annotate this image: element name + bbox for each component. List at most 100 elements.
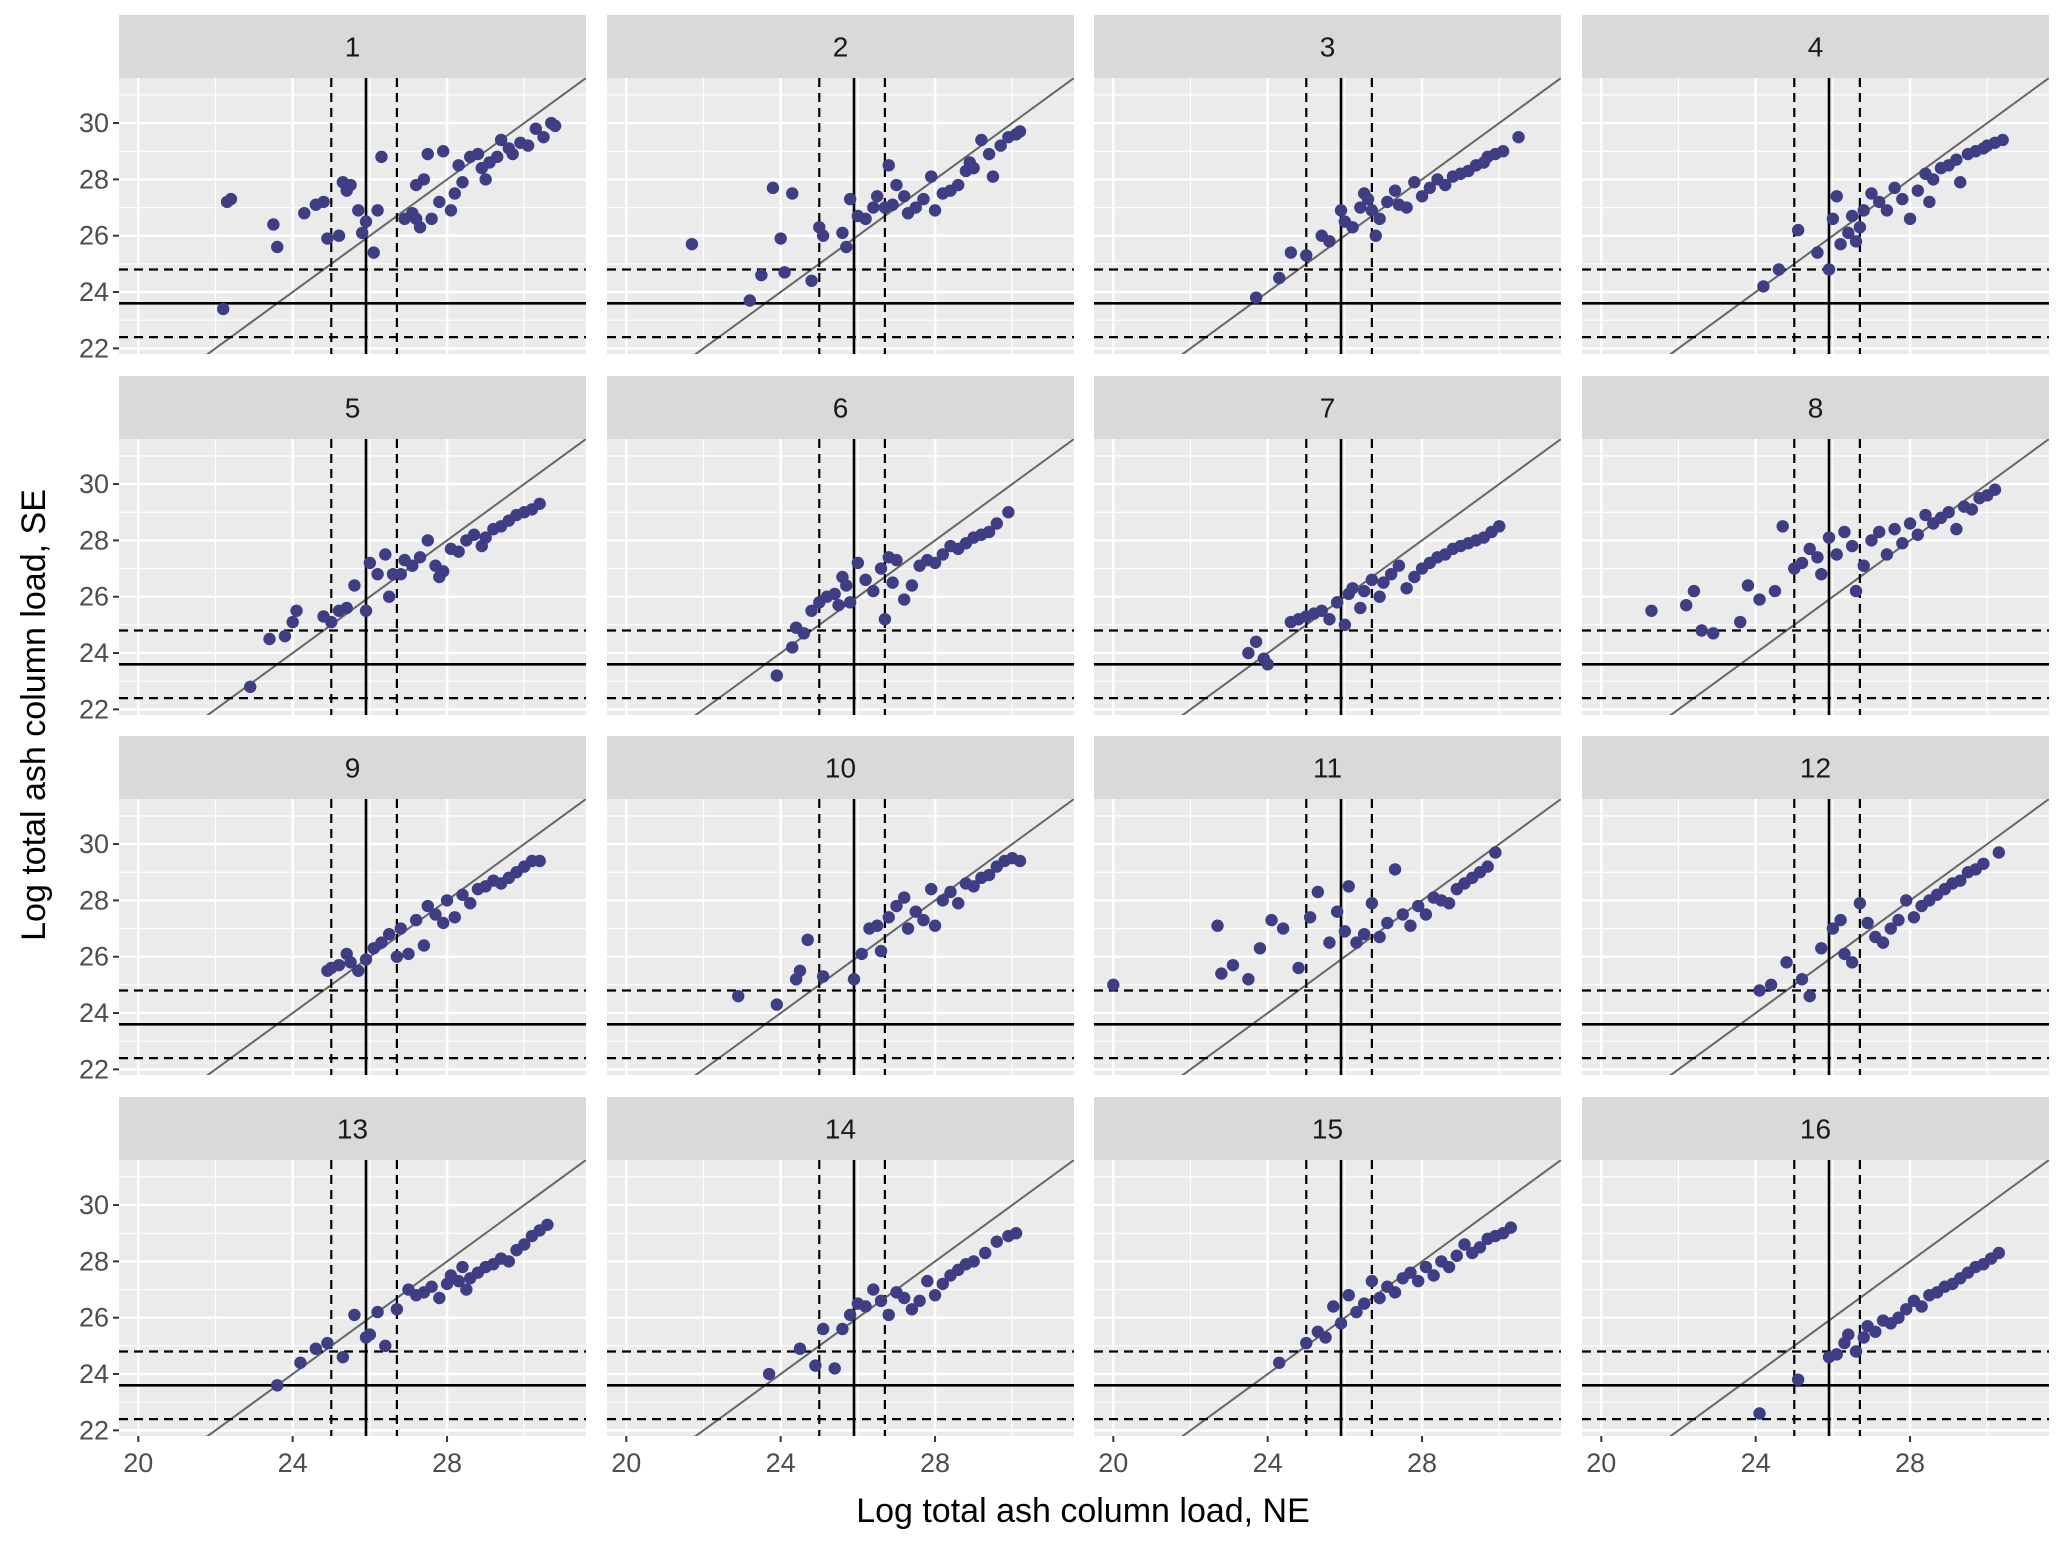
data-point (1857, 1331, 1870, 1344)
y-tick-label: 22 (79, 694, 109, 724)
data-point (533, 497, 546, 510)
data-point (1215, 967, 1228, 980)
data-point (1253, 942, 1267, 955)
data-point (1892, 913, 1905, 927)
facet-panel: 12 (1582, 736, 2049, 1075)
panel-background (607, 1160, 1074, 1436)
data-point (967, 880, 980, 893)
panel-background (607, 799, 1074, 1075)
data-point (1772, 263, 1786, 276)
data-point (506, 147, 519, 161)
data-point (332, 229, 346, 242)
y-tick-label: 26 (79, 942, 109, 972)
identity-line (1181, 78, 1561, 354)
data-point (952, 178, 965, 192)
data-point (1992, 1246, 2006, 1260)
data-point (1323, 936, 1336, 949)
data-point (1265, 913, 1278, 927)
data-point (786, 641, 799, 654)
data-point (890, 178, 903, 192)
data-point (1876, 936, 1890, 949)
data-point (298, 206, 311, 220)
panel-background (119, 799, 586, 1075)
data-point (436, 565, 450, 578)
x-tick-label: 24 (1253, 1448, 1283, 1478)
data-point (1903, 212, 1917, 226)
data-point (224, 192, 238, 206)
data-point (379, 548, 392, 561)
data-point (1226, 958, 1240, 972)
data-point (271, 240, 284, 254)
data-point (529, 122, 543, 135)
data-point (1361, 192, 1375, 206)
data-point (1707, 627, 1720, 640)
data-point (840, 579, 853, 592)
data-point (1381, 916, 1394, 930)
data-point (797, 627, 811, 640)
data-point (982, 868, 996, 882)
facet-strip-label: 13 (337, 1114, 368, 1145)
data-point (816, 229, 830, 242)
data-point (805, 604, 818, 617)
data-point (928, 1288, 942, 1302)
panel-background (1582, 1160, 2049, 1436)
data-point (755, 268, 768, 282)
data-point (901, 922, 915, 935)
facet-panel: 1 22 24 26 28 30 (79, 15, 586, 363)
data-point (548, 119, 562, 133)
data-point (1915, 1300, 1928, 1313)
data-point (909, 905, 922, 918)
data-point (1768, 584, 1782, 598)
data-point (1311, 885, 1325, 899)
facet-panel: 4 (1582, 15, 2049, 354)
data-point (1795, 556, 1809, 570)
data-point (518, 1238, 531, 1251)
x-tick-label: 28 (920, 1448, 950, 1478)
y-tick-label: 30 (79, 108, 109, 138)
facet-strip (607, 15, 1074, 78)
data-point (1753, 593, 1766, 606)
data-point (1849, 235, 1863, 248)
data-point (1857, 559, 1870, 572)
data-point (456, 176, 469, 189)
data-point (244, 680, 257, 694)
data-point (1687, 584, 1701, 598)
data-point (1242, 646, 1255, 660)
data-point (1373, 212, 1386, 226)
data-point (1400, 201, 1413, 214)
panel-contents (119, 1160, 586, 1436)
panel-contents (119, 799, 586, 1075)
data-point (928, 556, 942, 570)
panel-contents (119, 78, 586, 354)
panel-background (1582, 439, 2049, 715)
data-point (1419, 1260, 1433, 1274)
data-point (1857, 204, 1870, 217)
data-point (533, 854, 546, 868)
data-point (1899, 894, 1913, 907)
data-point (1892, 1311, 1905, 1324)
data-point (491, 150, 504, 164)
data-point (1861, 916, 1874, 930)
data-point (1811, 246, 1824, 259)
data-point (982, 525, 996, 539)
panel-background (119, 78, 586, 354)
data-point (1009, 1227, 1023, 1240)
data-point (1450, 1249, 1463, 1262)
panel-background (119, 439, 586, 715)
data-point (479, 531, 492, 544)
data-point (325, 615, 338, 629)
facet-strip (607, 1097, 1074, 1160)
data-point (874, 1294, 888, 1308)
y-tick-label: 30 (79, 1190, 109, 1220)
data-point (1013, 854, 1027, 868)
data-point (413, 551, 427, 564)
data-point (1845, 539, 1859, 553)
y-tick-label: 22 (79, 1415, 109, 1445)
data-point (1822, 531, 1836, 544)
panel-contents (1094, 78, 1561, 354)
data-point (371, 567, 384, 581)
data-point (1815, 567, 1828, 581)
data-point (967, 1255, 980, 1268)
data-point (1365, 573, 1379, 587)
data-point (1249, 291, 1263, 304)
